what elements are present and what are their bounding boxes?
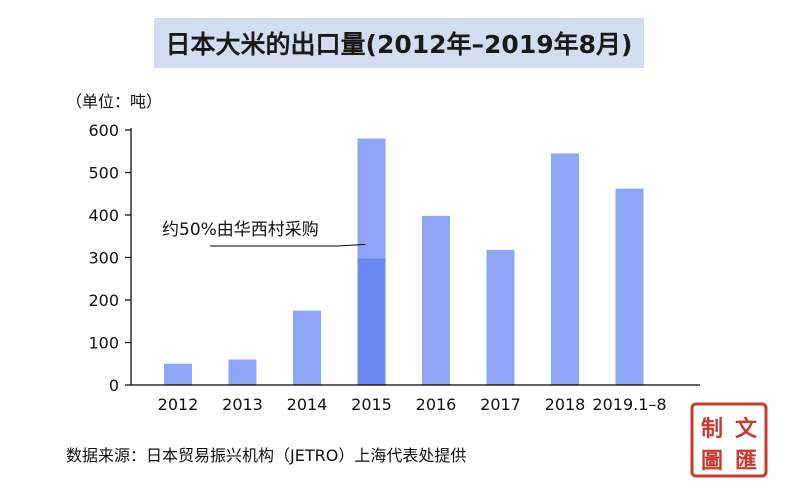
bar bbox=[615, 188, 644, 385]
x-tick-label: 2015 bbox=[351, 395, 392, 414]
y-tick-label: 100 bbox=[88, 334, 119, 353]
source-note: 数据来源：日本贸易振兴机构（JETRO）上海代表处提供 bbox=[66, 446, 467, 465]
bar bbox=[164, 363, 192, 385]
bar bbox=[293, 310, 321, 385]
chart-title: 日本大米的出口量(2012年–2019年8月) bbox=[154, 18, 644, 68]
bar bbox=[422, 215, 450, 385]
annotation-label: 约50%由华西村采购 bbox=[162, 220, 319, 240]
seal-char: 圖 bbox=[701, 449, 723, 474]
bar-highlight-segment bbox=[357, 258, 386, 385]
x-tick-label: 2012 bbox=[158, 395, 199, 414]
seal-char: 制 bbox=[701, 417, 723, 442]
bar bbox=[551, 153, 579, 385]
y-tick-label: 200 bbox=[88, 291, 119, 310]
x-tick-label: 2018 bbox=[545, 395, 586, 414]
bar bbox=[228, 359, 257, 385]
x-tick-label: 2019.1–8 bbox=[592, 395, 666, 414]
seal-char: 文 bbox=[735, 416, 758, 442]
seal-stamp-icon: 制 文 圖 匯 bbox=[690, 402, 768, 478]
x-tick-label: 2017 bbox=[480, 395, 521, 414]
y-tick-label: 400 bbox=[88, 206, 119, 225]
y-tick-label: 0 bbox=[109, 376, 119, 395]
y-tick-label: 500 bbox=[88, 164, 119, 183]
x-tick-label: 2014 bbox=[287, 395, 328, 414]
x-tick-label: 2013 bbox=[222, 395, 263, 414]
bar bbox=[486, 249, 515, 385]
seal-char: 匯 bbox=[735, 449, 757, 474]
x-tick-label: 2016 bbox=[416, 395, 457, 414]
y-tick-label: 300 bbox=[88, 249, 119, 268]
y-tick-label: 600 bbox=[88, 121, 119, 140]
y-unit-label: （单位：吨） bbox=[66, 92, 162, 111]
annotation-leader-line bbox=[210, 243, 366, 247]
